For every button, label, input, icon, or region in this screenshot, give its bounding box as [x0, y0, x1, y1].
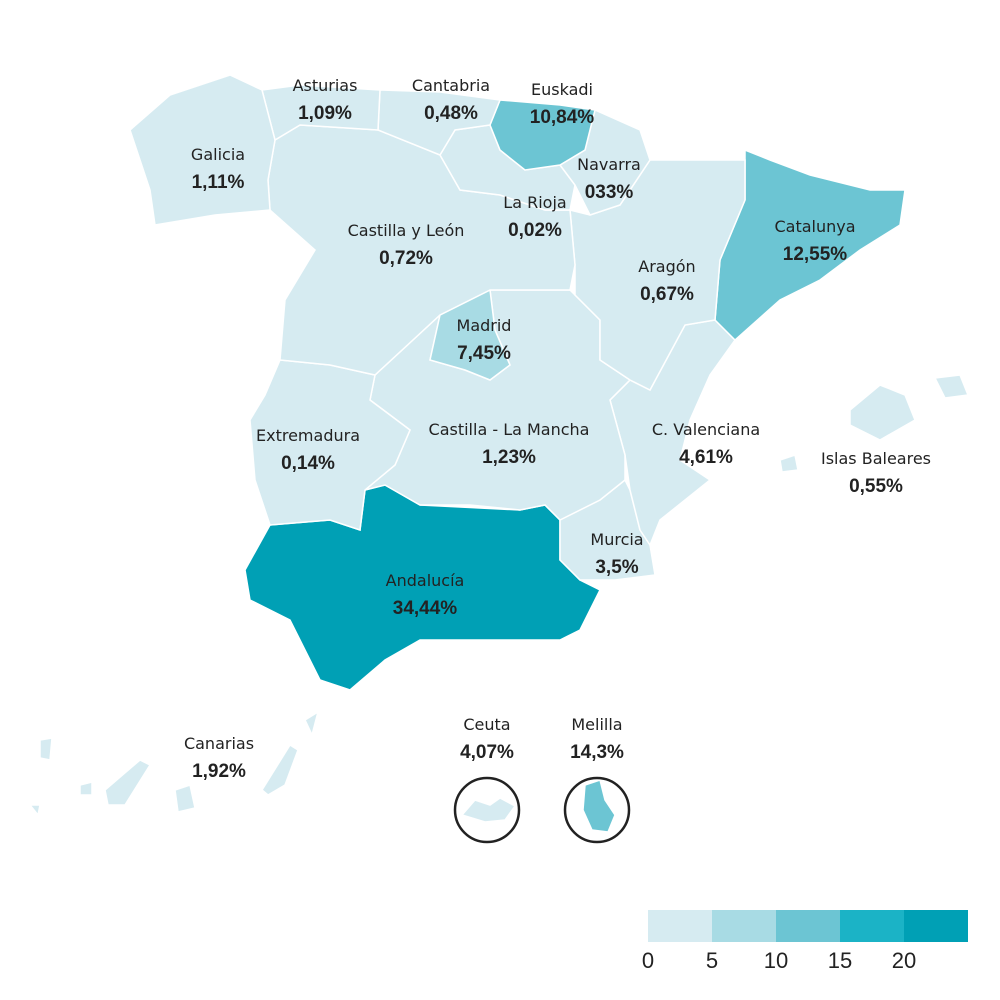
region [174, 784, 196, 813]
melilla-frame [563, 776, 631, 844]
region-name: Castilla y León [348, 221, 465, 240]
region [79, 781, 93, 796]
region [261, 743, 299, 796]
region-value: 0,14% [281, 453, 335, 474]
region [429, 288, 511, 381]
region [569, 159, 746, 391]
region [39, 737, 53, 761]
region-value: 34,44% [393, 598, 458, 619]
region-name: Catalunya [774, 217, 855, 236]
region-name: Euskadi [531, 80, 593, 99]
region [582, 779, 616, 833]
region-value: 3,5% [595, 557, 638, 578]
region-name: Islas Baleares [821, 449, 931, 468]
region-name: Murcia [590, 530, 643, 549]
region [129, 74, 276, 226]
region [460, 797, 517, 823]
region-value: 10,84% [530, 107, 595, 128]
region-name: Andalucía [386, 571, 465, 590]
region-name: Madrid [457, 316, 512, 335]
region-name: Aragón [638, 257, 695, 276]
region [779, 454, 799, 473]
region-name: Melilla [571, 715, 622, 734]
region [28, 804, 41, 817]
ceuta-frame [453, 776, 521, 844]
legend-tick: 5 [706, 948, 718, 973]
legend-swatch [776, 910, 840, 942]
region [377, 89, 502, 156]
region-value: 7,45% [457, 343, 511, 364]
region [933, 374, 970, 399]
region-value: 1,23% [482, 447, 536, 468]
region-value: 0,55% [849, 476, 903, 497]
legend-tick: 15 [828, 948, 852, 973]
region [489, 99, 596, 171]
region-name: Extremadura [256, 426, 360, 445]
legend-tick: 20 [892, 948, 916, 973]
region-value: 1,11% [192, 172, 245, 193]
region-name: La Rioja [503, 193, 566, 212]
region [104, 759, 152, 806]
region-name: Navarra [577, 155, 641, 174]
region-value: 033% [585, 182, 634, 203]
region-name: Cantabria [412, 76, 490, 95]
legend-swatch [840, 910, 904, 942]
region-value: 14,3% [570, 742, 624, 763]
region-name: Asturias [293, 76, 358, 95]
legend-tick: 10 [764, 948, 788, 973]
legend-tick: 0 [642, 948, 654, 973]
region-value: 1,92% [192, 761, 246, 782]
region-name: C. Valenciana [652, 420, 760, 439]
region-value: 0,02% [508, 220, 562, 241]
region-value: 12,55% [783, 244, 848, 265]
legend-swatch [712, 910, 776, 942]
region-value: 0,48% [424, 103, 478, 124]
region-value: 0,67% [640, 284, 694, 305]
region [304, 710, 320, 738]
region-value: 4,07% [460, 742, 514, 763]
region-value: 4,61% [679, 447, 733, 468]
legend-swatch [648, 910, 712, 942]
region-name: Canarias [184, 734, 254, 753]
region-value: 0,72% [379, 248, 433, 269]
region [249, 359, 411, 532]
region [849, 384, 916, 441]
region-value: 1,09% [298, 103, 352, 124]
region-name: Castilla - La Mancha [429, 420, 590, 439]
region-name: Galicia [191, 145, 245, 164]
region-name: Ceuta [463, 715, 510, 734]
legend-swatch [904, 910, 968, 942]
